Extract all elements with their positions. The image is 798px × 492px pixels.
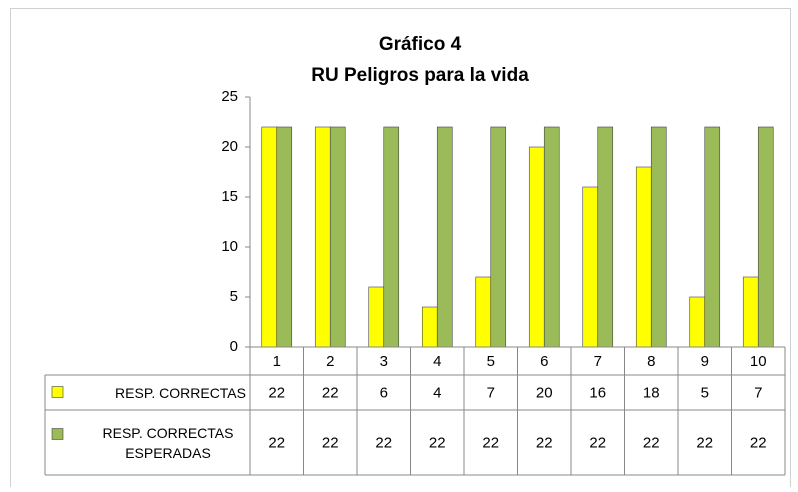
chart-subtitle: RU Peligros para la vida [311,65,529,86]
chart-title: Gráfico 4 [379,34,462,55]
bar [436,126,453,348]
y-tick-label: 5 [230,288,238,305]
y-tick-label: 0 [230,338,238,355]
table-value: 22 [589,434,606,451]
table-value: 7 [754,384,762,401]
legend-entry-box: RESP. CORRECTAS ESPERADAS [102,424,234,461]
x-tick-label: 5 [487,353,495,370]
x-tick-label: 3 [380,353,388,370]
x-tick-label: 6 [540,353,548,370]
y-tick-label: 20 [221,138,238,155]
bar [475,276,492,348]
y-tick-label: 15 [221,188,238,205]
table-value: 16 [589,384,606,401]
legend-key [51,428,64,440]
table-value: 22 [643,434,660,451]
table-value: 7 [487,384,495,401]
bar [742,276,759,348]
table-value: 22 [268,434,285,451]
bar [689,296,706,348]
bar [421,306,438,348]
table-value: 5 [701,384,709,401]
bar [597,126,614,348]
bar [329,126,346,348]
x-tick-label: 2 [326,353,334,370]
legend-entry-box: RESP. CORRECTAS [115,384,246,401]
x-tick-label: 9 [701,353,709,370]
table-value: 4 [433,384,441,401]
bar [704,126,721,348]
bar [314,126,331,348]
bar [582,186,599,348]
bar [543,126,560,348]
x-tick-label: 10 [750,353,767,370]
x-tick-label: 8 [647,353,655,370]
bar [368,286,385,348]
bar [383,126,400,348]
bar [276,126,293,348]
table-value: 22 [268,384,285,401]
bar [528,146,545,348]
x-tick-label: 1 [273,353,281,370]
table-value: 22 [375,434,392,451]
y-tick-label: 25 [221,88,238,105]
x-tick-label: 7 [594,353,602,370]
legend-key [51,386,64,398]
table-value: 6 [380,384,388,401]
table-value: 22 [750,434,767,451]
table-value: 22 [536,434,553,451]
table-value: 18 [643,384,660,401]
legend-entry: RESP. CORRECTAS [115,384,246,401]
table-value: 22 [429,434,446,451]
table-value: 22 [696,434,713,451]
bar [261,126,278,348]
bar [635,166,652,348]
table-value: 22 [322,384,339,401]
table-value: 20 [536,384,553,401]
legend-entry: RESP. CORRECTAS ESPERADAS [102,424,234,461]
bar [490,126,507,348]
y-tick-label: 10 [221,238,238,255]
x-tick-label: 4 [433,353,441,370]
table-value: 22 [482,434,499,451]
bar [650,126,667,348]
bar [757,126,774,348]
table-value: 22 [322,434,339,451]
